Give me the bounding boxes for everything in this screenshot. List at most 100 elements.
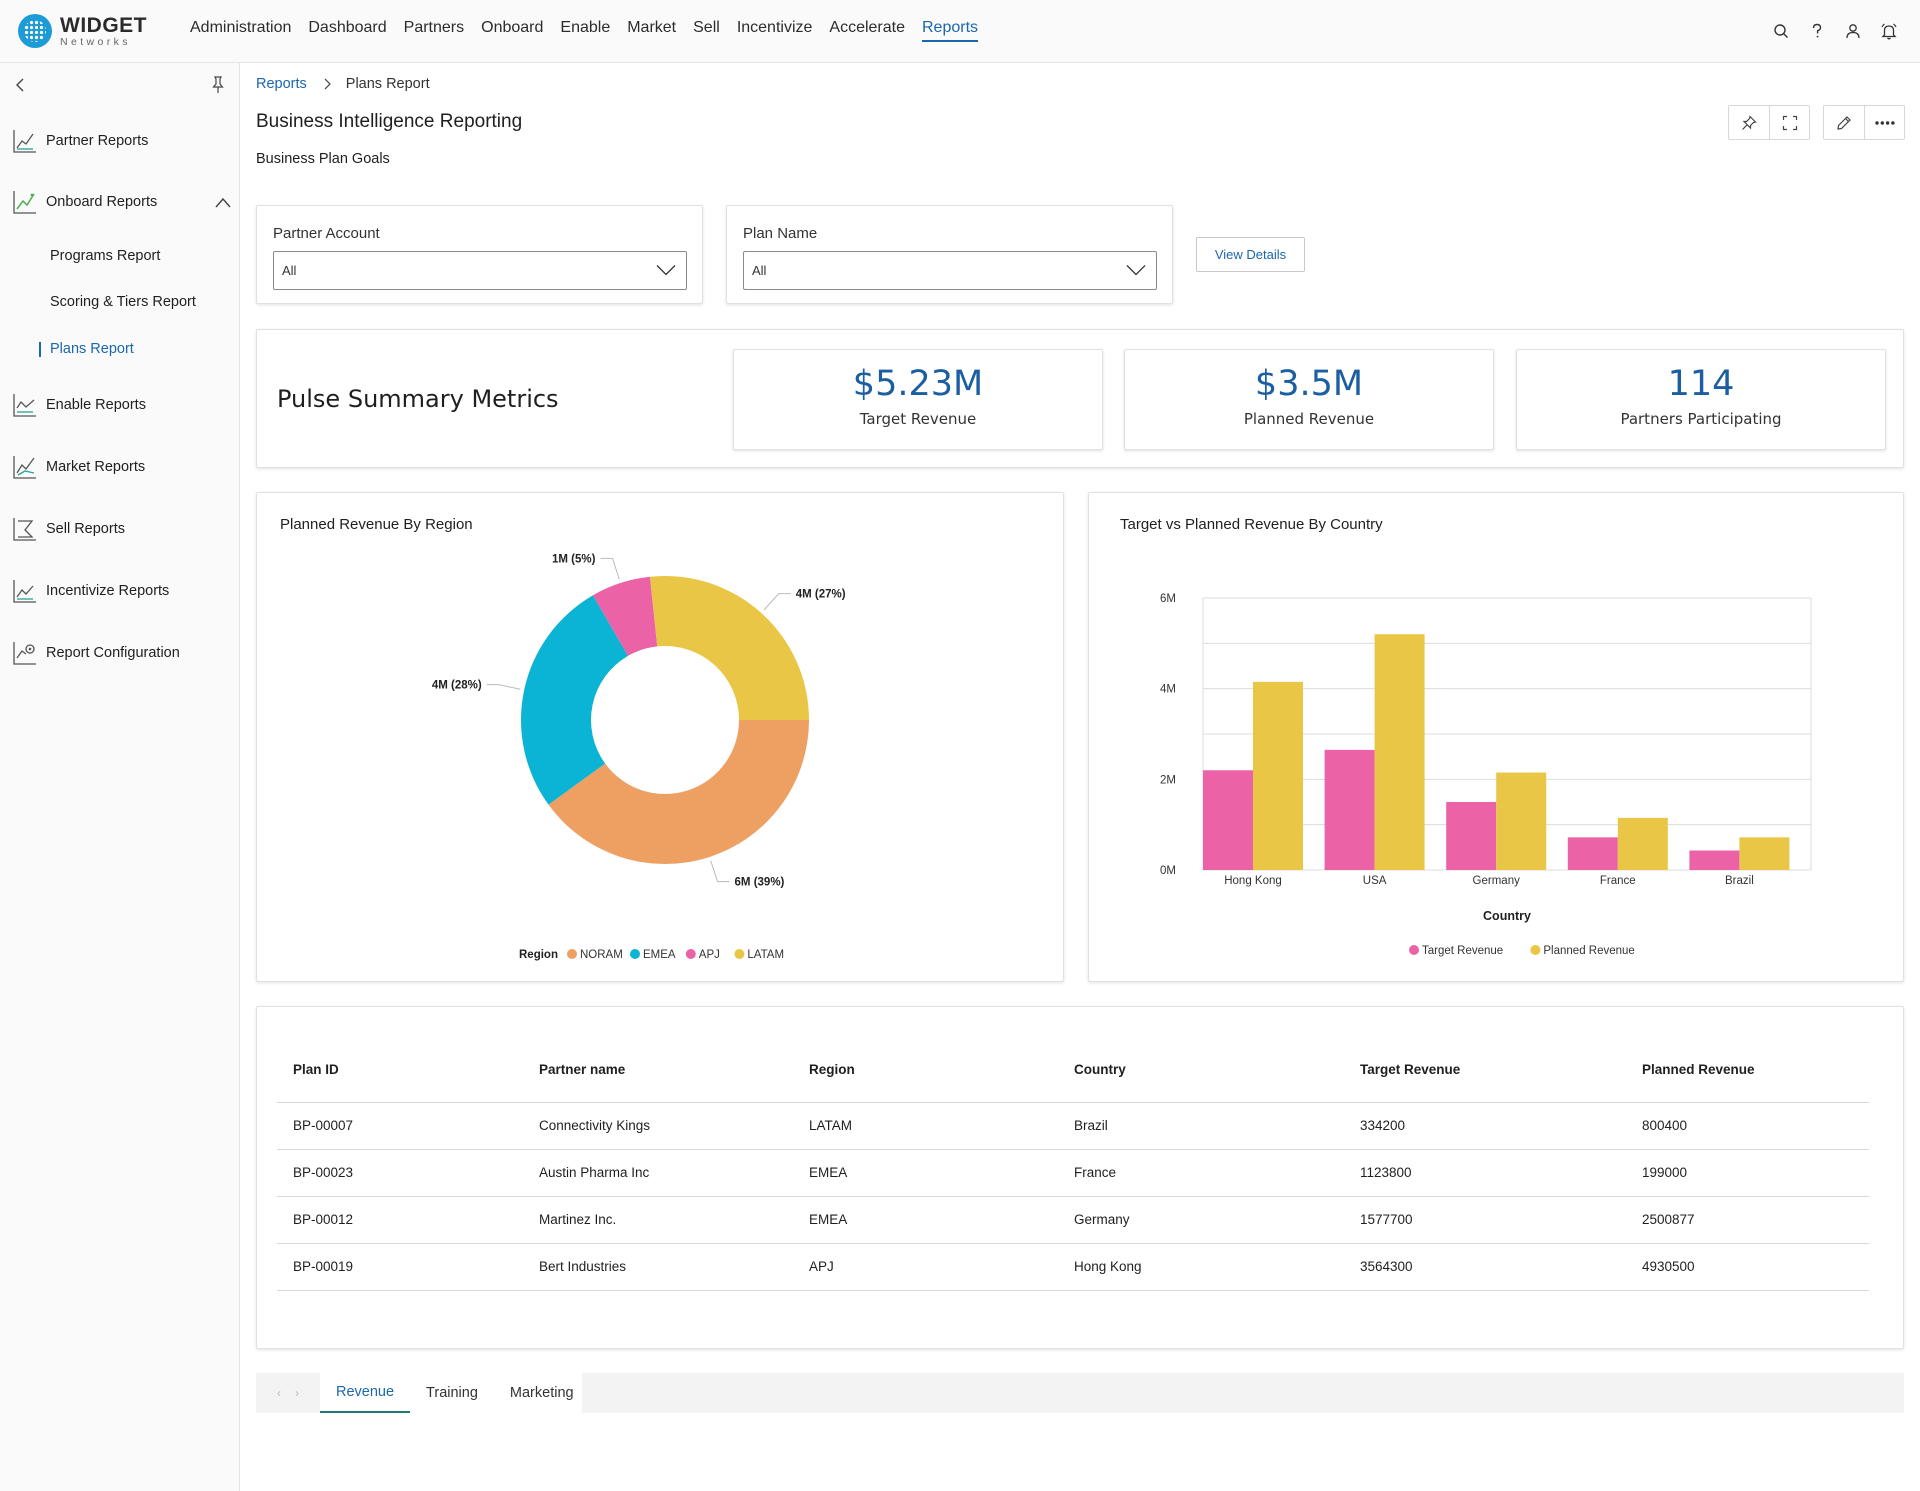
table-row[interactable]: BP-00023 Austin Pharma Inc EMEA France 1… — [277, 1149, 1869, 1197]
sidebar-item-onboard-reports[interactable]: Onboard Reports — [12, 189, 157, 215]
metric-label: Planned Revenue — [1243, 409, 1375, 428]
pin-icon[interactable] — [1729, 106, 1769, 139]
x-tick-label: Brazil — [1725, 875, 1754, 887]
breadcrumb-current: Plans Report — [345, 76, 430, 92]
cell-region: APJ — [793, 1243, 1058, 1291]
column-header-plan-id[interactable]: Plan ID — [277, 1038, 523, 1103]
legend-label: Target Revenue — [1422, 945, 1503, 957]
donut-slice-noram — [548, 720, 809, 864]
sidebar-subitem-plans-report[interactable]: Plans Report — [50, 341, 134, 357]
x-tick-label: Hong Kong — [1224, 875, 1282, 887]
sidebar-item-label: Enable Reports — [46, 397, 146, 413]
bar-planned-revenue — [1374, 634, 1425, 870]
nav-accelerate[interactable]: Accelerate — [829, 19, 905, 36]
view-details-button[interactable]: View Details — [1196, 237, 1305, 272]
partner-account-select[interactable]: All — [273, 251, 687, 290]
chevron-left-icon[interactable]: ‹ — [277, 1386, 281, 1400]
pin-icon[interactable] — [209, 75, 227, 95]
slice-data-label: 1M (5%) — [552, 553, 596, 565]
cell-planned-revenue: 800400 — [1626, 1102, 1869, 1150]
nav-reports[interactable]: Reports — [922, 19, 979, 42]
collapse-sidebar-icon[interactable] — [12, 75, 30, 95]
breadcrumb-reports-link[interactable]: Reports — [256, 76, 307, 92]
chart-line-icon — [12, 578, 38, 604]
notification-bell-icon[interactable] — [1878, 20, 1900, 42]
nav-incentivize[interactable]: Incentivize — [736, 19, 813, 36]
tab-training[interactable]: Training — [426, 1385, 478, 1401]
chevron-up-icon[interactable] — [214, 196, 232, 210]
reports-sidebar: Partner Reports Onboard Reports Programs… — [0, 63, 240, 1491]
report-tabs-strip: ‹ › Revenue Training Marketing — [256, 1373, 1904, 1413]
chart-line-icon — [12, 128, 38, 154]
column-header-partner-name[interactable]: Partner name — [523, 1038, 793, 1103]
cell-target-revenue: 3564300 — [1344, 1243, 1626, 1291]
bar-planned-revenue — [1253, 681, 1303, 870]
nav-market[interactable]: Market — [627, 19, 677, 36]
nav-enable[interactable]: Enable — [560, 19, 611, 36]
column-header-region[interactable]: Region — [793, 1038, 1058, 1103]
x-tick-label: France — [1600, 875, 1636, 887]
table-row[interactable]: BP-00007 Connectivity Kings LATAM Brazil… — [277, 1102, 1869, 1150]
edit-pencil-icon[interactable] — [1824, 106, 1864, 139]
sidebar-item-market-reports[interactable]: Market Reports — [12, 454, 145, 480]
top-navigation-bar: WIDGET Networks Administration Dashboard… — [0, 0, 1920, 63]
bar-target-revenue — [1567, 837, 1618, 870]
metric-partners-participating: 114 Partners Participating — [1516, 349, 1886, 450]
legend-label: APJ — [699, 949, 720, 961]
sidebar-subitem-programs-report[interactable]: Programs Report — [50, 248, 161, 264]
leader-line — [710, 860, 730, 883]
x-axis-title: Country — [1483, 909, 1531, 923]
chevron-right-icon[interactable]: › — [295, 1386, 299, 1400]
metric-value: 114 — [1667, 364, 1735, 404]
bar-chart-title: Target vs Planned Revenue By Country — [1120, 516, 1383, 533]
nav-dashboard[interactable]: Dashboard — [308, 19, 387, 36]
fullscreen-icon[interactable] — [1769, 106, 1809, 139]
legend-swatch — [630, 949, 640, 959]
sidebar-item-enable-reports[interactable]: Enable Reports — [12, 392, 146, 418]
sidebar-item-incentivize-reports[interactable]: Incentivize Reports — [12, 578, 169, 604]
chevron-down-icon — [1126, 264, 1146, 276]
plans-table: Plan ID Partner name Region Country Targ… — [277, 1038, 1869, 1291]
tab-marketing[interactable]: Marketing — [509, 1385, 574, 1401]
column-header-target-revenue[interactable]: Target Revenue — [1344, 1038, 1626, 1103]
table-row[interactable]: BP-00019 Bert Industries APJ Hong Kong 3… — [277, 1243, 1869, 1291]
sidebar-item-report-configuration[interactable]: Report Configuration — [12, 640, 180, 666]
legend-swatch — [1409, 945, 1419, 955]
column-header-country[interactable]: Country — [1058, 1038, 1344, 1103]
help-icon[interactable] — [1806, 20, 1828, 42]
cell-planned-revenue: 199000 — [1626, 1149, 1869, 1197]
tab-revenue[interactable]: Revenue — [320, 1373, 411, 1413]
sidebar-subitem-scoring-tiers-report[interactable]: Scoring & Tiers Report — [50, 294, 196, 310]
nav-sell[interactable]: Sell — [693, 19, 720, 36]
metric-value: $5.23M — [852, 364, 984, 404]
sidebar-item-label: Market Reports — [46, 459, 146, 475]
plans-table-card: Plan ID Partner name Region Country Targ… — [256, 1006, 1904, 1349]
donut-chart: 6M (39%) 4M (28%) 1M (5%) 4M (27%) Region NOR… — [432, 553, 846, 961]
chart-settings-icon — [12, 640, 38, 666]
user-icon[interactable] — [1842, 20, 1864, 42]
tab-scroll-arrows[interactable]: ‹ › — [256, 1373, 320, 1413]
sidebar-item-sell-reports[interactable]: Sell Reports — [12, 516, 125, 542]
nav-onboard[interactable]: Onboard — [481, 19, 544, 36]
cell-planned-revenue: 4930500 — [1626, 1243, 1869, 1291]
column-header-planned-revenue[interactable]: Planned Revenue — [1626, 1038, 1869, 1103]
plan-name-select[interactable]: All — [743, 251, 1157, 290]
nav-administration[interactable]: Administration — [190, 19, 292, 36]
search-icon[interactable] — [1770, 20, 1792, 42]
legend-swatch — [734, 949, 745, 959]
sidebar-item-label: Sell Reports — [46, 521, 125, 537]
sidebar-item-partner-reports[interactable]: Partner Reports — [12, 128, 148, 154]
bar-target-revenue — [1446, 802, 1497, 870]
cell-partner-name: Martinez Inc. — [523, 1196, 793, 1244]
brand-title: WIDGET — [60, 13, 147, 37]
y-tick-label: 6M — [1160, 593, 1176, 605]
more-options-icon[interactable] — [1864, 106, 1904, 139]
bar-target-revenue — [1203, 770, 1253, 870]
legend-label: LATAM — [747, 949, 784, 961]
nav-partners[interactable]: Partners — [403, 19, 465, 36]
report-tabs: Revenue Training Marketing — [320, 1373, 582, 1413]
widget-networks-logo[interactable]: WIDGET Networks — [18, 14, 147, 48]
legend-label: NORAM — [580, 949, 623, 961]
legend-title: Region — [519, 949, 558, 961]
table-row[interactable]: BP-00012 Martinez Inc. EMEA Germany 1577… — [277, 1196, 1869, 1244]
